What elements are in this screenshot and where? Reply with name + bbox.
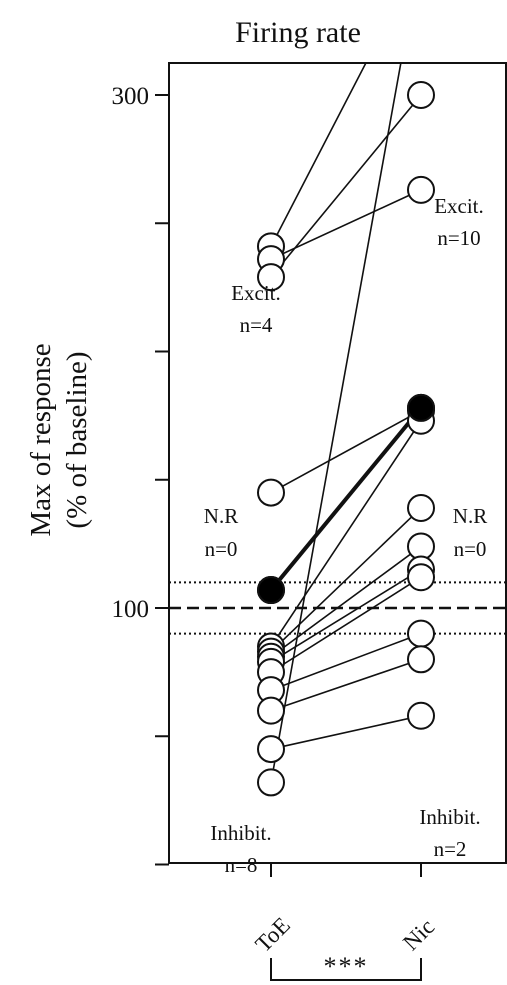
pair-lines	[269, 63, 423, 783]
group-label-toe-nr: N.R	[204, 504, 238, 528]
pair-line-7	[270, 545, 422, 658]
point-nic-highlight	[407, 393, 435, 422]
significance-bracket	[270, 958, 422, 981]
group-label-nic-inhibit: Inhibit.	[419, 805, 480, 829]
pair-line-5	[270, 420, 422, 647]
significance-marker: ***	[324, 952, 369, 981]
pair-line-4	[269, 406, 423, 592]
point-toe-13	[257, 768, 285, 797]
pair-line-3	[270, 409, 422, 494]
group-n-nic-excit: n=10	[437, 226, 480, 250]
y-tick-label-300: 300	[112, 83, 150, 110]
group-label-toe-inhibit: Inhibit.	[210, 821, 271, 845]
pair-line-9	[270, 576, 422, 673]
plot-frame	[168, 62, 507, 864]
y-axis-label-line-2: (% of baseline)	[61, 351, 93, 528]
y-tick-label-100: 100	[112, 596, 150, 623]
pair-line-6	[270, 507, 422, 653]
pair-line-8	[270, 568, 422, 663]
point-nic-11	[407, 645, 435, 674]
point-nic-1	[407, 175, 435, 204]
group-label-nic-nr: N.R	[453, 504, 487, 528]
point-toe-11	[257, 696, 285, 725]
point-nic-12	[407, 701, 435, 730]
chart-title: Firing rate	[235, 16, 361, 49]
point-toe-12	[257, 735, 285, 764]
y-axis-ticks: 100 300	[112, 83, 169, 866]
group-n-toe-inhibit: n=8	[225, 853, 258, 877]
pair-line-10	[270, 632, 422, 691]
x-tick-label-toe: ToE	[250, 912, 295, 957]
group-n-toe-excit: n=4	[240, 313, 273, 337]
pair-line-11	[270, 658, 422, 712]
pair-line-13	[270, 63, 402, 783]
group-n-nic-inhibit: n=2	[434, 837, 467, 861]
group-label-toe-excit: Excit.	[231, 281, 281, 305]
point-nic-10	[407, 619, 435, 648]
point-nic-2	[407, 81, 435, 109]
group-n-toe-nr: n=0	[205, 537, 238, 561]
point-toe-2	[257, 263, 285, 292]
pair-line-12	[270, 714, 422, 750]
point-toe-highlight	[257, 576, 285, 605]
y-axis-label-line-1: Max of response	[25, 343, 57, 536]
x-tick-label-nic: Nic	[398, 914, 439, 955]
group-label-nic-excit: Excit.	[434, 194, 484, 218]
group-n-nic-nr: n=0	[454, 537, 487, 561]
pair-line-2	[270, 94, 422, 278]
point-toe-3	[257, 478, 285, 507]
data-points	[257, 81, 435, 797]
point-nic-9	[407, 563, 435, 592]
pair-line-0	[270, 63, 367, 247]
point-nic-6	[407, 493, 435, 522]
